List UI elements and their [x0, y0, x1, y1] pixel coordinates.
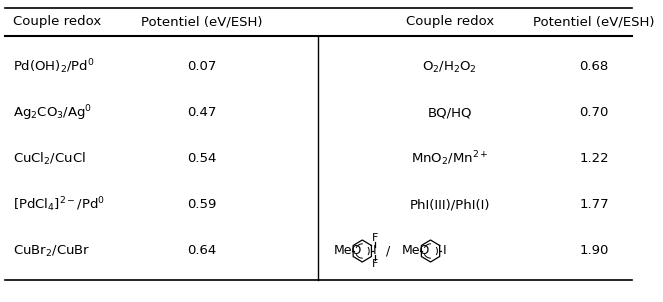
Text: F: F	[371, 259, 378, 269]
Text: 0.07: 0.07	[187, 60, 217, 73]
Text: 0.59: 0.59	[187, 198, 217, 211]
Text: 0.64: 0.64	[187, 245, 216, 258]
Text: 0.70: 0.70	[579, 107, 609, 120]
Text: Potentiel (eV/ESH): Potentiel (eV/ESH)	[533, 15, 654, 28]
Text: Couple redox: Couple redox	[406, 15, 494, 28]
Text: 0.68: 0.68	[579, 60, 609, 73]
Text: MnO$_2$/Mn$^{2+}$: MnO$_2$/Mn$^{2+}$	[411, 150, 489, 168]
Text: Pd(OH)$_2$/Pd$^0$: Pd(OH)$_2$/Pd$^0$	[13, 58, 95, 76]
Text: PhI(III)/PhI(I): PhI(III)/PhI(I)	[410, 198, 490, 211]
Text: Couple redox: Couple redox	[13, 15, 101, 28]
Text: F: F	[371, 233, 378, 243]
Text: 0.54: 0.54	[187, 153, 217, 165]
Text: Ag$_2$CO$_3$/Ag$^0$: Ag$_2$CO$_3$/Ag$^0$	[13, 103, 93, 123]
Text: CuCl$_2$/CuCl: CuCl$_2$/CuCl	[13, 151, 86, 167]
Text: CuBr$_2$/CuBr: CuBr$_2$/CuBr	[13, 243, 91, 259]
Text: O$_2$/H$_2$O$_2$: O$_2$/H$_2$O$_2$	[422, 59, 477, 75]
Text: BQ/HQ: BQ/HQ	[428, 107, 472, 120]
Text: MeO: MeO	[402, 245, 430, 258]
Text: 1.77: 1.77	[579, 198, 609, 211]
Text: I: I	[373, 245, 377, 258]
Text: /: /	[386, 245, 391, 258]
Text: 1.22: 1.22	[579, 153, 609, 165]
Text: 1.90: 1.90	[579, 245, 609, 258]
Text: I: I	[443, 245, 447, 258]
Text: [PdCl$_4$]$^{2-}$/Pd$^0$: [PdCl$_4$]$^{2-}$/Pd$^0$	[13, 196, 105, 214]
Text: Potentiel (eV/ESH): Potentiel (eV/ESH)	[141, 15, 263, 28]
Text: 0.47: 0.47	[187, 107, 217, 120]
Text: MeO: MeO	[333, 245, 362, 258]
